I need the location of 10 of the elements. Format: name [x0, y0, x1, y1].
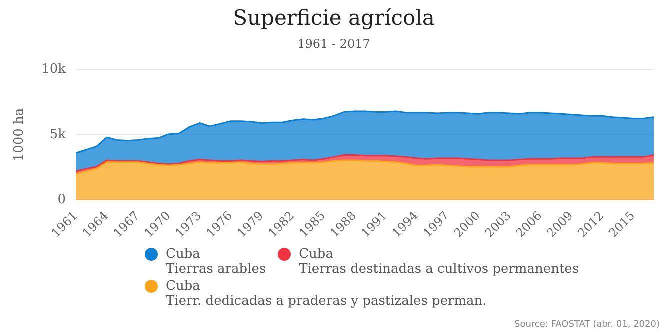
source-note: Source: FAOSTAT (abr. 01, 2020): [514, 320, 660, 330]
chart-subtitle: 1961 - 2017: [296, 37, 372, 51]
legend-label: Cuba Tierras destinadas a cultivos permanentes: [299, 247, 580, 277]
y-tick-label: 10k: [42, 62, 66, 78]
chart-title: Superficie agrícola: [232, 6, 436, 30]
y-tick-label: 0: [58, 192, 66, 208]
y-axis-title: 1000 ha: [12, 108, 28, 162]
y-tick-label: 5k: [50, 127, 66, 142]
legend-label: Cuba Tierras arables: [166, 247, 266, 277]
legend-label: Cuba Tierr. dedicadas a praderas y pastizales perman.: [166, 279, 487, 309]
